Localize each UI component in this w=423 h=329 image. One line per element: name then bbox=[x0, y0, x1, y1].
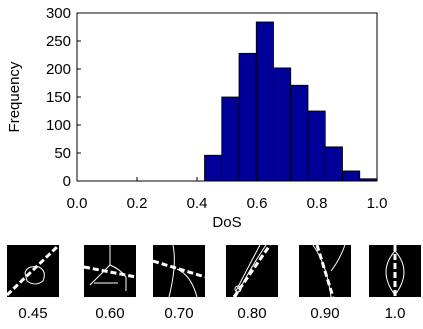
x-tick-label: 0.6 bbox=[247, 195, 268, 212]
thumbnail bbox=[226, 245, 278, 297]
thumbnail bbox=[7, 245, 59, 297]
thumbnail bbox=[369, 245, 421, 297]
thumbnail-label: 0.80 bbox=[237, 305, 266, 322]
y-tick-label: 300 bbox=[46, 5, 71, 22]
x-axis-label: DoS bbox=[212, 214, 241, 231]
figure: Frequency DoS 0.45 0.60 0.70 0.80 bbox=[0, 0, 423, 324]
thumbnail-label: 0.90 bbox=[310, 305, 339, 322]
thumbnail bbox=[84, 245, 136, 297]
thumbnail-label: 0.60 bbox=[95, 305, 124, 322]
thumbnail-label: 0.70 bbox=[164, 305, 193, 322]
bar bbox=[205, 155, 222, 181]
bar bbox=[239, 53, 256, 181]
bar bbox=[325, 147, 342, 181]
y-tick-label: 0 bbox=[63, 173, 71, 190]
y-tick-label: 250 bbox=[46, 33, 71, 50]
y-tick-label: 50 bbox=[54, 145, 71, 162]
x-tick-label: 1.0 bbox=[367, 195, 388, 212]
x-tick-label: 0.4 bbox=[187, 195, 208, 212]
x-tick-label: 0.8 bbox=[307, 195, 328, 212]
bar bbox=[222, 97, 239, 181]
bar bbox=[256, 22, 273, 181]
y-tick-label: 200 bbox=[46, 61, 71, 78]
x-tick-label: 0.0 bbox=[67, 195, 88, 212]
thumbnail-label: 0.45 bbox=[18, 305, 47, 322]
bar bbox=[308, 111, 325, 181]
bar bbox=[291, 85, 308, 181]
x-tick-label: 0.2 bbox=[127, 195, 148, 212]
y-tick-label: 150 bbox=[46, 89, 71, 106]
thumbnails: 0.45 0.60 0.70 0.80 0.90 1.0 bbox=[7, 245, 421, 322]
y-axis-label: Frequency bbox=[6, 61, 23, 132]
thumbnail bbox=[153, 245, 205, 297]
thumbnail-label: 1.0 bbox=[385, 305, 406, 322]
thumbnail bbox=[299, 245, 351, 297]
y-tick-label: 100 bbox=[46, 117, 71, 134]
bar bbox=[343, 171, 360, 181]
bar bbox=[274, 68, 291, 181]
